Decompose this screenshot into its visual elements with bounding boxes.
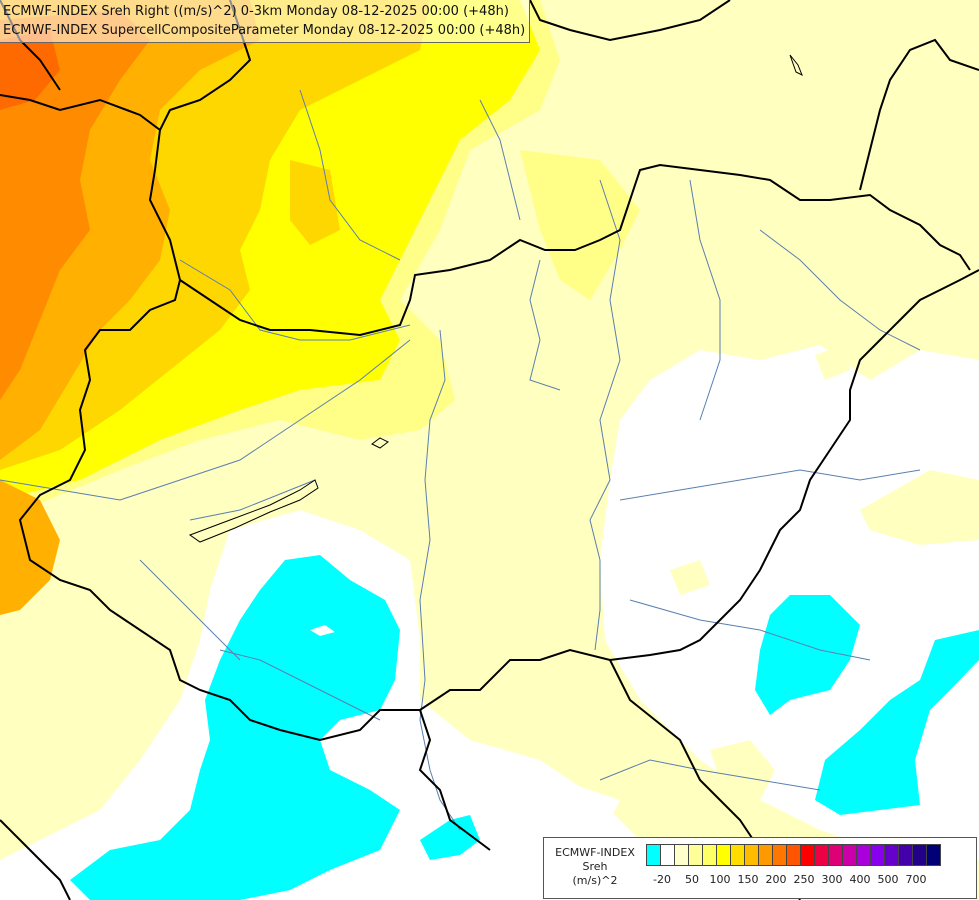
field-cyan-southeast (815, 630, 979, 815)
legend-swatch (842, 844, 857, 866)
legend-tick-label: 500 (877, 873, 899, 886)
river-line (219, 649, 381, 721)
legend-swatch (758, 844, 773, 866)
river-line (179, 259, 411, 341)
legend-tick-label: 50 (685, 873, 699, 886)
field-orange (0, 10, 150, 400)
field-cyan-east (755, 595, 860, 715)
field-cyan-south-small (420, 815, 480, 860)
river-line (619, 469, 921, 501)
legend-swatch (800, 844, 815, 866)
legend: ECMWF-INDEX Sreh (m/s)^2 -20 50 100 150 200 2… (543, 837, 977, 899)
legend-swatch (772, 844, 787, 866)
legend-swatch (814, 844, 829, 866)
field-pale-patch-4 (815, 345, 850, 380)
lake-small (789, 54, 803, 77)
legend-title-line2: Sreh (582, 860, 608, 873)
legend-tick-label: 200 (765, 873, 787, 886)
field-amber-lower (0, 480, 60, 615)
border-line (0, 819, 71, 900)
field-white-hole (310, 625, 335, 636)
legend-tick-label: -20 (653, 873, 671, 886)
legend-swatch (786, 844, 801, 866)
field-gold-patch (290, 160, 340, 245)
legend-title: ECMWF-INDEX Sreh (m/s)^2 (546, 846, 644, 888)
title-line-1: ECMWF-INDEX Sreh Right ((m/s)^2) 0-3km M… (3, 4, 509, 19)
lake-balaton (188, 479, 319, 543)
title-line-2: ECMWF-INDEX SupercellCompositeParameter … (3, 23, 526, 38)
legend-swatch (674, 844, 689, 866)
field-pale-patch-1 (860, 470, 979, 545)
legend-swatch (884, 844, 899, 866)
legend-title-line1: ECMWF-INDEX (555, 846, 635, 859)
river-line (599, 759, 821, 791)
legend-tick-label: 300 (821, 873, 843, 886)
legend-swatch (898, 844, 913, 866)
legend-tick-label: 700 (905, 873, 927, 886)
lakes (188, 54, 803, 543)
river-line (589, 179, 621, 651)
legend-tick-label: 250 (793, 873, 815, 886)
field-dark-orange (0, 30, 60, 110)
legend-swatch (646, 844, 661, 866)
river-line (529, 259, 561, 391)
field-pale-patch-3 (710, 740, 775, 800)
legend-tick-label: 100 (709, 873, 731, 886)
border-line (529, 0, 731, 42)
legend-swatch (926, 844, 941, 866)
field-pale-patch-2 (670, 560, 710, 595)
legend-swatch (870, 844, 885, 866)
legend-swatch (912, 844, 927, 866)
legend-swatch (744, 844, 759, 866)
legend-swatch (856, 844, 871, 866)
field-cyan-central (70, 555, 400, 900)
legend-color-scale (646, 844, 941, 866)
border-line (0, 94, 979, 742)
legend-swatch (828, 844, 843, 866)
lake-small (371, 437, 389, 449)
river-line (139, 559, 241, 661)
river-line (629, 599, 871, 661)
river-line (479, 99, 521, 221)
river-line (419, 329, 461, 831)
river-line (689, 179, 721, 421)
border-line (418, 709, 491, 851)
field-light-yellow-east (520, 150, 640, 300)
legend-swatch (702, 844, 717, 866)
river-line (299, 89, 401, 261)
legend-tick-label: 400 (849, 873, 871, 886)
legend-swatch (688, 844, 703, 866)
field-white-south-east (500, 760, 620, 850)
border-line (859, 38, 979, 191)
title-box: ECMWF-INDEX Sreh Right ((m/s)^2) 0-3km M… (0, 0, 531, 43)
legend-title-line3: (m/s)^2 (572, 874, 618, 887)
border-line (179, 163, 971, 337)
river-line (0, 339, 411, 501)
legend-swatch (716, 844, 731, 866)
legend-swatch (660, 844, 675, 866)
river-line (189, 479, 316, 521)
river-line (759, 229, 921, 351)
legend-swatch (730, 844, 745, 866)
legend-tick-label: 150 (737, 873, 759, 886)
rivers (0, 89, 921, 831)
legend-tick-labels: -20 50 100 150 200 250 300 400 500 700 (646, 873, 976, 889)
